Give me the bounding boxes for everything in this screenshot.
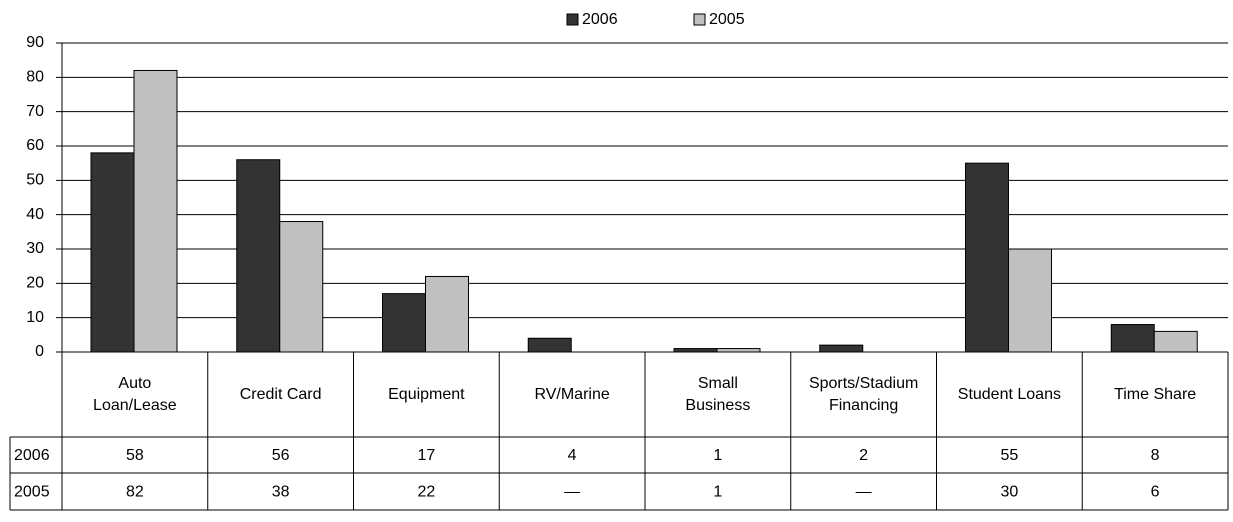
table-value: 2 bbox=[859, 447, 868, 464]
table-row-label: 2006 bbox=[14, 447, 50, 464]
y-tick-label: 80 bbox=[26, 69, 44, 86]
table-value: — bbox=[856, 484, 872, 501]
table-value: 58 bbox=[126, 447, 144, 464]
y-tick-label: 30 bbox=[26, 240, 44, 257]
table-value: — bbox=[564, 484, 580, 501]
bar bbox=[425, 275, 469, 353]
y-tick-label: 0 bbox=[35, 343, 44, 360]
legend-label: 2006 bbox=[582, 11, 618, 28]
category-label: Sports/Stadium Financing bbox=[808, 374, 919, 414]
bar bbox=[1153, 330, 1198, 353]
bar bbox=[716, 348, 761, 353]
legend-swatch bbox=[566, 13, 579, 26]
y-tick-label: 60 bbox=[26, 137, 44, 154]
category-label: Equipment bbox=[388, 385, 465, 403]
bar bbox=[236, 159, 281, 353]
table-value: 1 bbox=[713, 484, 722, 501]
table-value: 8 bbox=[1151, 447, 1160, 464]
bar bbox=[527, 337, 572, 353]
legend-swatch bbox=[693, 13, 706, 26]
table-row-label: 2005 bbox=[14, 484, 50, 501]
bar bbox=[382, 293, 426, 353]
y-tick-label: 90 bbox=[26, 34, 44, 51]
bar bbox=[1110, 324, 1155, 353]
table-value: 30 bbox=[1000, 484, 1018, 501]
bar bbox=[133, 69, 178, 353]
table-value: 55 bbox=[1000, 447, 1018, 464]
y-tick-label: 20 bbox=[26, 275, 44, 292]
category-label: RV/Marine bbox=[534, 385, 610, 403]
bar bbox=[90, 152, 135, 353]
table-value: 6 bbox=[1151, 484, 1160, 501]
table-value: 17 bbox=[417, 447, 435, 464]
bar bbox=[1008, 248, 1052, 353]
y-tick-label: 10 bbox=[26, 309, 44, 326]
table-value: 4 bbox=[568, 447, 577, 464]
category-label: Student Loans bbox=[957, 385, 1061, 403]
category-label: Small Business bbox=[685, 374, 751, 414]
y-tick-label: 50 bbox=[26, 172, 44, 189]
bar bbox=[819, 344, 864, 353]
bar bbox=[965, 162, 1009, 353]
y-tick-label: 40 bbox=[26, 206, 44, 223]
category-label: Auto Loan/Lease bbox=[93, 374, 177, 414]
legend-label: 2005 bbox=[709, 11, 745, 28]
table-value: 82 bbox=[126, 484, 144, 501]
category-label: Time Share bbox=[1114, 385, 1197, 403]
table-value: 22 bbox=[417, 484, 435, 501]
table-value: 38 bbox=[272, 484, 290, 501]
table-value: 1 bbox=[713, 447, 722, 464]
table-value: 56 bbox=[272, 447, 290, 464]
bar bbox=[279, 221, 324, 353]
category-label: Credit Card bbox=[239, 385, 322, 403]
y-tick-label: 70 bbox=[26, 103, 44, 120]
